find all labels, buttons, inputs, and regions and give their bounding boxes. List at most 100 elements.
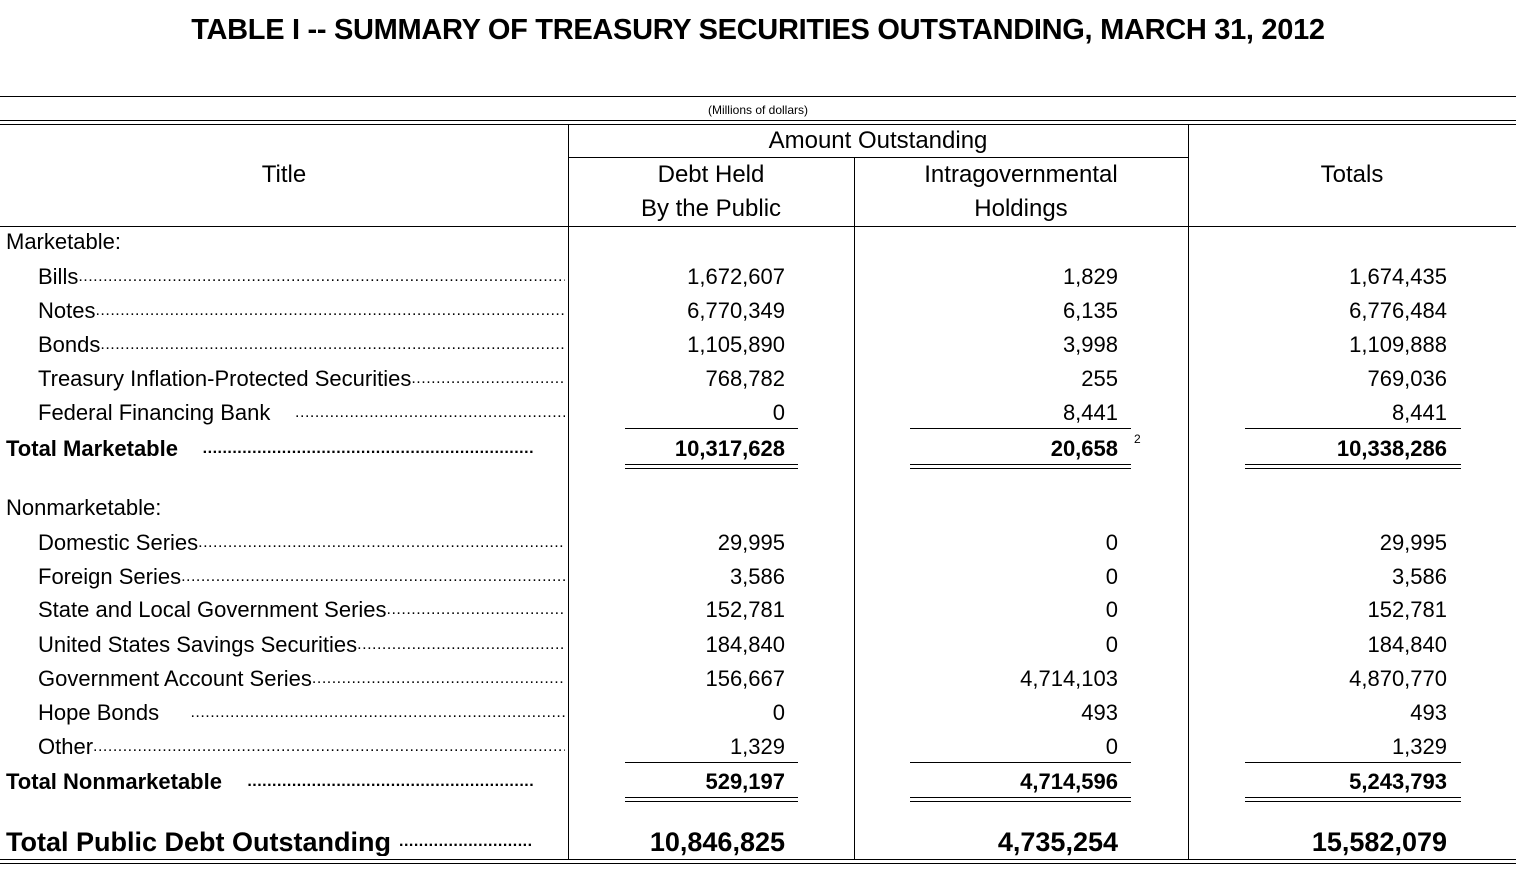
cell-total: 1,674,435 [1349,264,1447,289]
row-label: Total Public Debt Outstanding...........… [6,828,533,856]
cell-public: 184,840 [705,632,785,657]
cell-public: 0 [772,700,785,725]
row-label: Nonmarketable: [6,494,533,522]
subtotal-rule [625,428,798,429]
header-public-line2: By the Public [640,195,782,222]
cell-public: 10,846,825 [649,827,785,857]
rule [0,96,1516,97]
row-label-text: Total Public Debt Outstanding [6,828,391,856]
footnote-marker: 2 [1134,432,1141,446]
dot-leader: ........................................… [95,302,565,319]
rule [568,157,1188,158]
subtotal-rule [910,762,1131,763]
row-label-text: State and Local Government Series [38,597,387,622]
table-row: Total Nonmarketable b....................… [0,768,1516,796]
table-row: Treasury Inflation-Protected Securities.… [0,365,1516,393]
cell-public: 156,667 [705,666,785,691]
cell-public: 1,329 [729,734,785,759]
table-row: Foreign Series..........................… [0,563,1516,591]
row-label-text: Nonmarketable: [6,495,162,520]
rule [0,859,1516,860]
cell-public: 29,995 [717,530,785,555]
row-label: Treasury Inflation-Protected Securities.… [38,365,565,393]
row-label-text: Marketable: [6,229,121,254]
dot-leader: ........................................… [386,601,565,618]
footnote-marker: b [232,768,239,792]
row-label: Total Marketable a.......................… [6,435,533,463]
cell-public: 1,105,890 [687,332,785,357]
column-divider [854,157,855,859]
cell-public: 3,586 [729,564,785,589]
cell-total: 4,870,770 [1349,666,1447,691]
cell-intra: 0 [1105,632,1118,657]
row-label: Other...................................… [38,733,565,761]
cell-intra: 4,714,596 [1020,769,1118,794]
cell-intra: 8,441 [1062,400,1118,425]
cell-total: 152,781 [1367,597,1447,622]
subtotal-rule [1245,762,1461,763]
dot-leader: ........................................… [181,568,565,585]
dot-leader: ........................................… [295,404,565,421]
dot-leader: ........................................… [78,268,565,285]
cell-public: 0 [772,400,785,425]
cell-total: 10,338,286 [1336,436,1447,461]
cell-public: 1,672,607 [687,264,785,289]
total-rule [1245,797,1461,798]
dot-leader: ........................................… [93,738,565,755]
total-rule [910,464,1131,465]
header-intra-line1: Intragovernmental [924,161,1118,188]
cell-intra: 4,714,103 [1020,666,1118,691]
rule [0,120,1516,121]
dot-leader: ........................................… [202,440,533,457]
rule [0,863,1516,864]
row-label-text: Hope Bonds [38,700,160,725]
table-row: Other...................................… [0,733,1516,761]
table-row: Bills...................................… [0,263,1516,291]
table-row: Government Account Series...............… [0,665,1516,693]
row-label: Hope Bonds 19............................… [38,699,565,727]
cell-total: 15,582,079 [1311,827,1447,857]
cell-intra: 3,998 [1062,332,1118,357]
row-label-text: Domestic Series [38,530,199,555]
table-row: Notes...................................… [0,297,1516,325]
cell-intra: 0 [1105,564,1118,589]
cell-total: 769,036 [1367,366,1447,391]
row-label-text: United States Savings Securities [38,632,358,657]
table-row: Federal Financing Bank 1.................… [0,399,1516,427]
cell-public: 10,317,628 [674,436,785,461]
header-amount-outstanding: Amount Outstanding [768,127,988,154]
total-rule [625,464,798,465]
table-row: Marketable: [0,228,1516,256]
cell-intra: 1,829 [1062,264,1118,289]
row-label: Total Nonmarketable b....................… [6,768,533,796]
footnote-marker: 1 [280,399,287,423]
cell-total: 29,995 [1379,530,1447,555]
cell-public: 529,197 [705,769,785,794]
total-rule [625,468,798,469]
total-rule [1245,801,1461,802]
row-label: Marketable: [6,228,533,256]
row-label: Domestic Series.........................… [38,529,565,557]
table-row: United States Savings Securities........… [0,631,1516,659]
dot-leader: ........................................… [411,370,565,387]
rule [0,124,1516,125]
subtotal-rule [1245,428,1461,429]
row-label-text: Notes [38,298,96,323]
dot-leader: ........................................… [399,833,533,850]
row-label-text: Foreign Series [38,564,182,589]
table-title: TABLE I -- SUMMARY OF TREASURY SECURITIE… [191,14,1325,46]
table-row: Total Public Debt Outstanding...........… [0,828,1516,856]
column-divider [1188,125,1189,859]
table-row: Hope Bonds 19............................… [0,699,1516,727]
row-label: Federal Financing Bank 1.................… [38,399,565,427]
subtotal-rule [625,762,798,763]
footnote-marker: 19 [169,699,182,723]
cell-intra: 0 [1105,530,1118,555]
dot-leader: ........................................… [311,670,565,687]
units-note: (Millions of dollars) [707,103,809,117]
total-rule [1245,464,1461,465]
cell-intra: 255 [1081,366,1118,391]
cell-intra: 6,135 [1062,298,1118,323]
dot-leader: ........................................… [357,636,565,653]
